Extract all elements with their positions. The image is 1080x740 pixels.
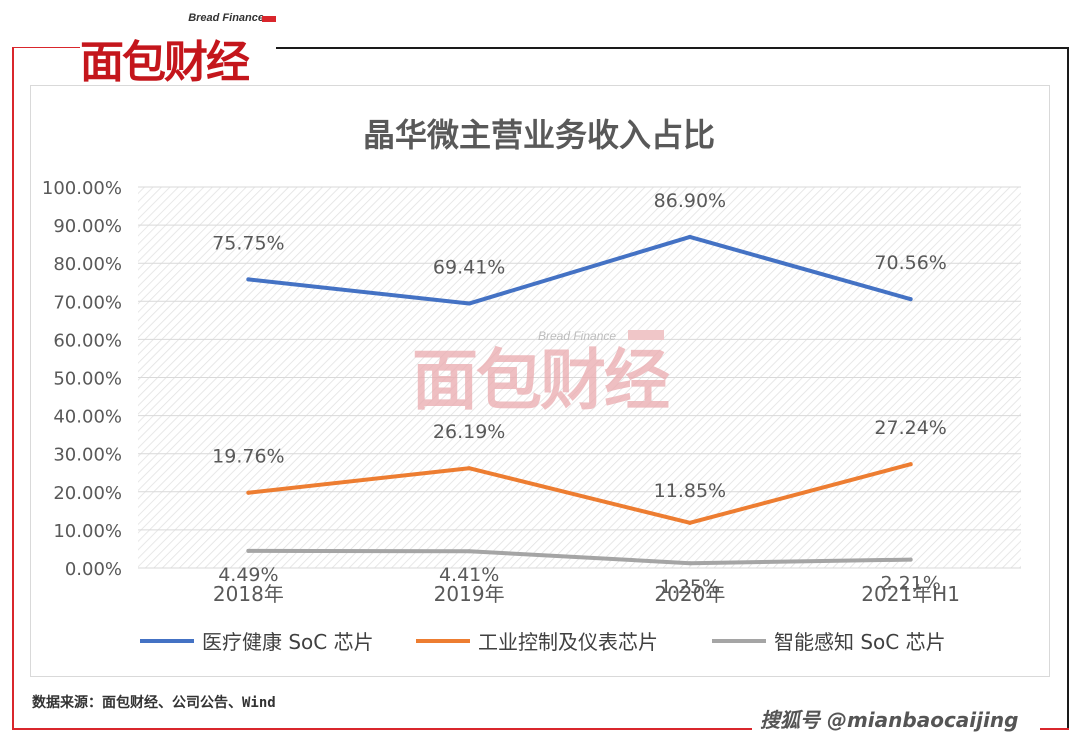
chart-legend: 医疗健康 SoC 芯片 工业控制及仪表芯片 智能感知 SoC 芯片: [0, 626, 1080, 656]
y-tick-label: 100.00%: [42, 178, 122, 199]
x-tick-label: 2018年: [213, 582, 284, 606]
y-tick-label: 90.00%: [53, 216, 122, 237]
y-tick-label: 70.00%: [53, 292, 122, 313]
series-line: [246, 234, 913, 306]
y-tick-label: 50.00%: [53, 369, 122, 390]
frame-left-line: [12, 47, 14, 730]
data-label: 86.90%: [654, 190, 726, 212]
data-point: [467, 301, 472, 306]
series-line: [246, 548, 913, 566]
data-point: [687, 561, 692, 566]
data-point: [246, 277, 251, 282]
data-point: [687, 234, 692, 239]
legend-item-industrial: 工业控制及仪表芯片: [416, 626, 658, 655]
watermark-brand-cn: 面包财经: [412, 342, 670, 419]
y-tick-label: 80.00%: [53, 254, 122, 275]
data-point: [246, 490, 251, 495]
y-tick-label: 0.00%: [65, 559, 122, 580]
y-tick-label: 20.00%: [53, 483, 122, 504]
data-point: [246, 548, 251, 553]
legend-item-sensing: 智能感知 SoC 芯片: [712, 626, 946, 655]
footer-watermark: 搜狐号 @mianbaocaijing: [760, 708, 1019, 732]
x-tick-label: 2020年: [654, 582, 725, 606]
data-point: [467, 549, 472, 554]
data-point: [908, 297, 913, 302]
frame-top-right-line: [276, 47, 1069, 49]
data-point: [908, 462, 913, 467]
brand-logo: Bread Finance 面包财经: [80, 10, 276, 88]
legend-swatch-sensing: [712, 638, 766, 643]
data-label: 26.19%: [433, 421, 505, 443]
data-label: 4.41%: [439, 564, 499, 586]
data-label: 19.76%: [212, 446, 284, 468]
chart-title: 晶华微主营业务收入占比: [362, 116, 715, 154]
data-label: 27.24%: [874, 417, 946, 439]
data-label: 69.41%: [433, 257, 505, 279]
y-tick-label: 10.00%: [53, 521, 122, 542]
legend-label-medical: 医疗健康 SoC 芯片: [202, 630, 374, 654]
series-line: [246, 462, 913, 525]
brand-name-cn: 面包财经: [80, 37, 250, 88]
x-tick-label: 2019年: [434, 582, 505, 606]
y-tick-label: 30.00%: [53, 445, 122, 466]
data-label: 1.25%: [660, 576, 720, 598]
x-tick-label: 2021年H1: [861, 582, 960, 606]
data-label: 75.75%: [212, 232, 284, 254]
legend-item-medical: 医疗健康 SoC 芯片: [140, 626, 374, 655]
data-label: 11.85%: [654, 480, 726, 502]
frame-bottom-left-line: [12, 728, 752, 730]
legend-label-sensing: 智能感知 SoC 芯片: [774, 630, 946, 654]
frame-top-left-line: [12, 47, 80, 48]
legend-swatch-medical: [140, 638, 194, 643]
legend-swatch-industrial: [416, 638, 470, 643]
legend-label-industrial: 工业控制及仪表芯片: [478, 630, 658, 654]
frame-right-line: [1067, 47, 1069, 730]
source-note: 数据来源：面包财经、公司公告、Wind: [32, 695, 276, 711]
watermark-brand-en: Bread Finance: [538, 329, 616, 343]
y-tick-label: 60.00%: [53, 330, 122, 351]
data-point: [467, 466, 472, 471]
frame-bottom-right-line: [1040, 728, 1069, 730]
data-label: 2.21%: [880, 573, 940, 595]
data-point: [687, 520, 692, 525]
brand-name-en: Bread Finance: [188, 12, 264, 24]
y-tick-label: 40.00%: [53, 407, 122, 428]
brand-accent-bar: [262, 16, 276, 22]
watermark-accent-bar: [628, 330, 664, 340]
data-point: [908, 557, 913, 562]
data-label: 70.56%: [874, 252, 946, 274]
data-label: 4.49%: [218, 564, 278, 586]
